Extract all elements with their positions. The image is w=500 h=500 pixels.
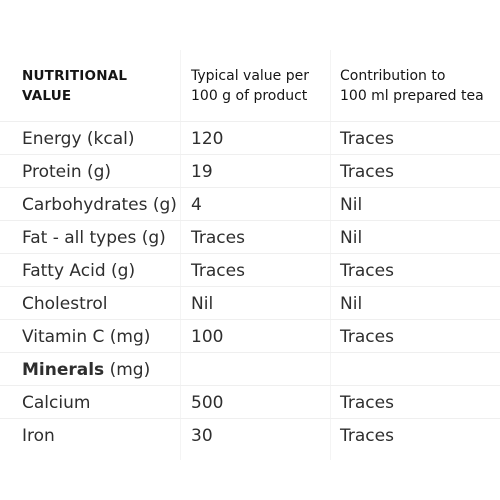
nutrient-name: Calcium [22,393,91,413]
value-per-100ml: Traces [340,162,394,182]
table-row: Fatty Acid (g) Traces Traces [0,253,500,286]
value-per-100g: 500 [191,393,224,413]
nutrient-name: Fat - all types (g) [22,228,166,248]
section-title: Minerals (mg) [22,359,150,381]
nutrient-name: Protein (g) [22,162,112,182]
nutrient-name: Energy (kcal) [22,129,135,149]
nutrient-name: Iron [22,426,55,446]
table-row: Vitamin C (mg) 100 Traces [0,319,500,352]
header-nutritional-value: NUTRITIONAL VALUE [22,68,128,104]
table-row: Protein (g) 19 Traces [0,154,500,187]
value-per-100ml: Traces [340,426,394,446]
section-row-minerals: Minerals (mg) [0,352,500,385]
table-row: Fat - all types (g) Traces Nil [0,220,500,253]
table-body: Energy (kcal) 120 Traces Protein (g) 19 … [0,121,500,451]
value-per-100g: 30 [191,426,213,446]
value-per-100ml: Traces [340,261,394,281]
value-per-100ml: Nil [340,228,363,248]
value-per-100g: Nil [191,294,214,314]
table-row: Carbohydrates (g) 4 Nil [0,187,500,220]
header-contribution: Contribution to 100 ml prepared tea [340,68,484,104]
section-label: Minerals [22,360,105,380]
nutrient-name: Fatty Acid (g) [22,261,136,281]
value-per-100ml: Nil [340,195,363,215]
value-per-100g: 100 [191,327,224,347]
value-per-100ml: Nil [340,294,363,314]
nutrient-name: Carbohydrates (g) [22,195,177,215]
column-divider [180,50,181,460]
value-per-100g: Traces [191,228,245,248]
value-per-100g: 4 [191,195,202,215]
nutrient-name: Vitamin C (mg) [22,327,151,347]
value-per-100g: 19 [191,162,213,182]
value-per-100ml: Traces [340,327,394,347]
table-row: Cholestrol Nil Nil [0,286,500,319]
nutrient-name: Cholestrol [22,294,108,314]
value-per-100g: 120 [191,129,224,149]
table-row: Calcium 500 Traces [0,385,500,418]
header-typical-value: Typical value per 100 g of product [191,68,309,104]
value-per-100ml: Traces [340,129,394,149]
table-row: Iron 30 Traces [0,418,500,451]
value-per-100ml: Traces [340,393,394,413]
section-unit: (mg) [104,360,151,380]
table-header: NUTRITIONAL VALUE Typical value per 100 … [0,66,500,116]
value-per-100g: Traces [191,261,245,281]
table-row: Energy (kcal) 120 Traces [0,121,500,154]
column-divider [330,50,331,460]
